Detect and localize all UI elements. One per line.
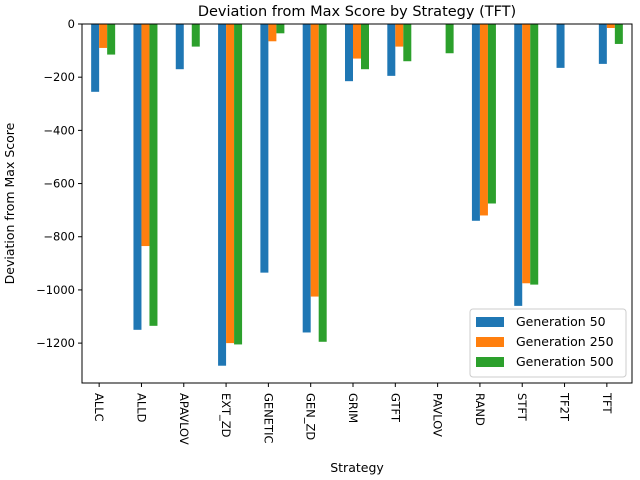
bar-grim-series-3	[361, 24, 369, 70]
chart-title: Deviation from Max Score by Strategy (TF…	[198, 4, 516, 20]
y-tick-label: −1200	[36, 336, 75, 350]
legend-label: Generation 50	[516, 314, 606, 329]
bar-gen-zd-series-1	[302, 24, 311, 333]
bar-genetic-series-2	[268, 24, 277, 42]
bar-rand-series-3	[487, 24, 496, 204]
legend: Generation 50 Generation 250 Generation 50…	[469, 308, 627, 378]
bar-tft-series-1	[598, 24, 607, 64]
bar-gen-zd-series-3	[318, 24, 327, 342]
bar-apavlov-series-3	[191, 24, 200, 47]
x-tick-label: ALLC	[92, 393, 106, 422]
y-tick-label: −400	[43, 123, 75, 137]
x-tick-label: ALLD	[134, 393, 148, 423]
bar-tf2t-series-1	[556, 24, 565, 68]
x-tick-label: STFT	[515, 393, 529, 422]
x-tick-label: GENETIC	[261, 393, 275, 444]
bar-pavlov-series-3	[445, 24, 454, 54]
bar-stft-series-2	[522, 24, 531, 284]
legend-swatch	[476, 357, 504, 367]
bar-stft-series-1	[514, 24, 523, 306]
legend-swatch	[476, 317, 504, 327]
legend-label: Generation 250	[516, 334, 614, 349]
bar-genetic-series-1	[260, 24, 269, 273]
bar-allc-series-3	[107, 24, 116, 55]
y-axis-label: Deviation from Max Score	[2, 122, 17, 284]
bar-alld-series-1	[133, 24, 142, 330]
y-tick-label: −600	[43, 177, 75, 191]
bar-gtft-series-3	[403, 24, 412, 62]
legend-box	[469, 308, 627, 378]
bar-alld-series-3	[149, 24, 158, 326]
bar-ext-zd-series-2	[226, 24, 235, 344]
bar-rand-series-2	[479, 24, 488, 216]
plot-frame	[81, 23, 633, 384]
legend-swatch	[476, 337, 504, 347]
bars-group	[91, 24, 623, 366]
bar-rand-series-1	[471, 24, 480, 221]
bar-allc-series-1	[91, 24, 100, 92]
x-tick-label: GEN_ZD	[304, 393, 318, 440]
bar-apavlov-series-1	[175, 24, 184, 70]
y-tick-label: −1000	[36, 283, 75, 297]
y-tick-label: 0	[68, 17, 75, 31]
x-tick-label: GRIM	[346, 393, 360, 423]
bar-tft-series-3	[614, 24, 623, 44]
bar-gtft-series-2	[395, 24, 404, 47]
bar-allc-series-2	[99, 24, 108, 48]
bar-ext-zd-series-1	[218, 24, 227, 366]
bar-gen-zd-series-2	[310, 24, 319, 297]
y-tick-label: −800	[43, 230, 75, 244]
bar-grim-series-2	[353, 24, 361, 59]
bar-stft-series-3	[530, 24, 539, 285]
x-tick-label: PAVLOV	[431, 393, 445, 437]
bar-alld-series-2	[141, 24, 150, 247]
x-tick-label: APAVLOV	[177, 393, 191, 445]
y-axis: 0 −200 −400 −600 −800 −1000 −1200	[36, 17, 82, 350]
x-tick-label: EXT_ZD	[219, 393, 233, 438]
bar-ext-zd-series-3	[234, 24, 243, 345]
x-axis: ALLC ALLD APAVLOV EXT_ZD GENETIC GEN_ZD GRIM GT…	[92, 383, 614, 445]
bar-tft-series-2	[606, 24, 615, 28]
x-tick-label: RAND	[473, 393, 487, 426]
bar-gtft-series-1	[387, 24, 396, 76]
x-tick-label: TF2T	[558, 392, 572, 422]
bar-genetic-series-3	[276, 24, 285, 34]
y-tick-label: −200	[43, 70, 75, 84]
x-tick-label: TFT	[600, 392, 614, 414]
legend-label: Generation 500	[516, 354, 614, 369]
x-axis-label: Strategy	[330, 460, 384, 475]
x-tick-label: GTFT	[388, 393, 402, 423]
bar-grim-series-1	[345, 24, 353, 82]
